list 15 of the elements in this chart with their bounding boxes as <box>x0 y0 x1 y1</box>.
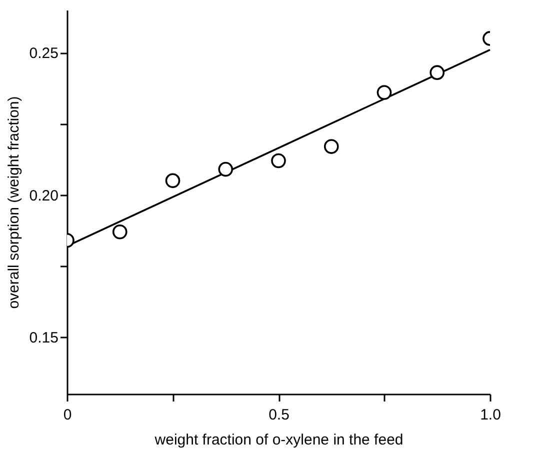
point <box>376 85 392 100</box>
y-axis-title: overall sorption (weight fraction) <box>5 96 22 309</box>
point <box>271 153 286 168</box>
point <box>112 224 128 240</box>
x-tick-label: 0 <box>63 406 72 424</box>
point <box>430 65 445 80</box>
point <box>218 162 234 177</box>
x-tick-label: 1.0 <box>480 406 501 424</box>
x-tick-label: 0.5 <box>268 406 290 424</box>
y-tick-label: 0.20 <box>29 187 58 204</box>
point <box>165 173 180 188</box>
y-tick-label: 0.15 <box>29 330 58 347</box>
point <box>324 139 339 154</box>
y-tick-label: 0.25 <box>29 45 58 62</box>
x-axis-title: weight fraction of o-xylene in the feed <box>154 432 404 448</box>
